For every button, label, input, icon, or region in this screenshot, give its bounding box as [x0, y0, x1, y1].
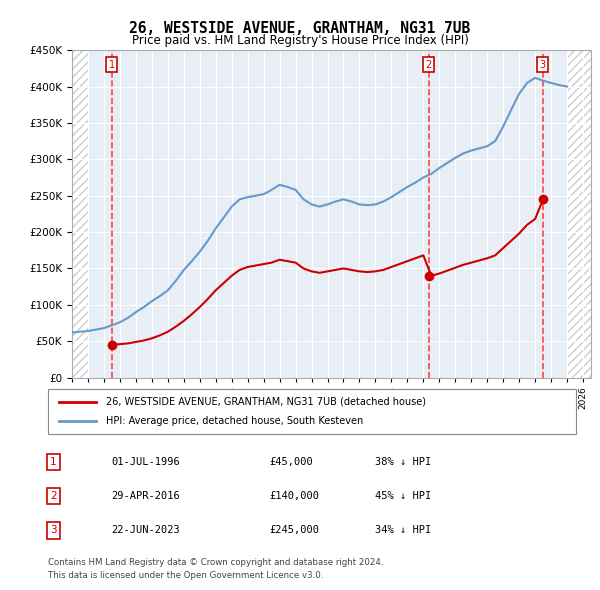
- Text: 45% ↓ HPI: 45% ↓ HPI: [376, 491, 431, 502]
- Text: 1: 1: [50, 457, 56, 467]
- Text: £245,000: £245,000: [270, 526, 320, 535]
- Text: 26, WESTSIDE AVENUE, GRANTHAM, NG31 7UB (detached house): 26, WESTSIDE AVENUE, GRANTHAM, NG31 7UB …: [106, 397, 426, 407]
- Text: 26, WESTSIDE AVENUE, GRANTHAM, NG31 7UB: 26, WESTSIDE AVENUE, GRANTHAM, NG31 7UB: [130, 21, 470, 35]
- Text: 2: 2: [425, 60, 432, 70]
- Text: 3: 3: [539, 60, 545, 70]
- Text: 29-APR-2016: 29-APR-2016: [112, 491, 180, 502]
- Text: 3: 3: [50, 526, 56, 535]
- Text: 22-JUN-2023: 22-JUN-2023: [112, 526, 180, 535]
- Text: 1: 1: [109, 60, 115, 70]
- Text: 34% ↓ HPI: 34% ↓ HPI: [376, 526, 431, 535]
- FancyBboxPatch shape: [48, 389, 576, 434]
- Text: This data is licensed under the Open Government Licence v3.0.: This data is licensed under the Open Gov…: [48, 571, 323, 580]
- Text: Contains HM Land Registry data © Crown copyright and database right 2024.: Contains HM Land Registry data © Crown c…: [48, 558, 383, 566]
- Text: £140,000: £140,000: [270, 491, 320, 502]
- Text: 38% ↓ HPI: 38% ↓ HPI: [376, 457, 431, 467]
- Text: 2: 2: [50, 491, 56, 502]
- Text: HPI: Average price, detached house, South Kesteven: HPI: Average price, detached house, Sout…: [106, 417, 364, 426]
- Text: Price paid vs. HM Land Registry's House Price Index (HPI): Price paid vs. HM Land Registry's House …: [131, 34, 469, 47]
- Text: 01-JUL-1996: 01-JUL-1996: [112, 457, 180, 467]
- Text: £45,000: £45,000: [270, 457, 314, 467]
